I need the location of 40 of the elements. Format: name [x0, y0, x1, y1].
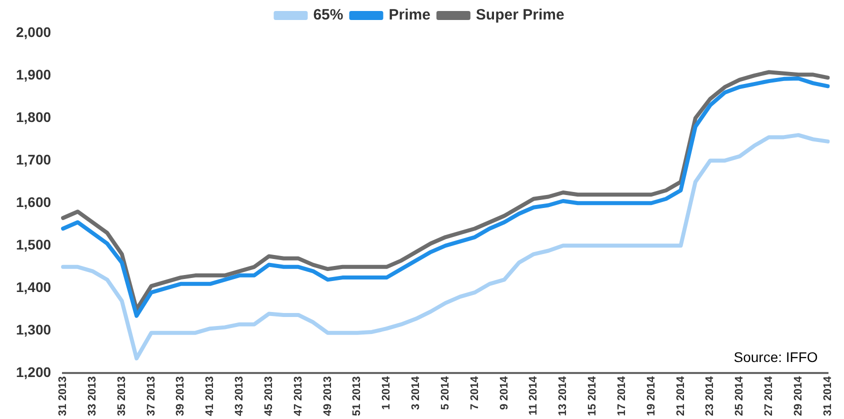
- x-tick-label: 15 2014: [586, 375, 599, 416]
- y-tick-label: 1,300: [16, 322, 52, 338]
- x-tick-label: 47 2013: [292, 376, 304, 416]
- x-tick-label: 49 2013: [322, 376, 334, 416]
- x-tick-label: 51 2013: [351, 376, 364, 416]
- x-tick-label: 9 2014: [498, 375, 510, 410]
- x-tick-label: 31 2013: [57, 376, 70, 416]
- x-tick-label: 3 2014: [410, 375, 422, 410]
- x-tick-label: 35 2013: [116, 376, 128, 416]
- y-tick-label: 1,600: [16, 194, 52, 210]
- x-tick-label: 25 2014: [734, 375, 746, 416]
- x-tick-label: 17 2014: [616, 375, 628, 416]
- x-tick-label: 45 2013: [262, 376, 275, 416]
- y-tick-label: 1,800: [16, 108, 52, 125]
- x-tick-label: 41 2013: [204, 376, 216, 416]
- x-tick-label: 23 2014: [704, 375, 716, 416]
- annotation: Source: IFFO: [734, 349, 818, 366]
- x-tick-label: 31 2014: [822, 375, 834, 416]
- y-tick-label: 1,200: [16, 364, 52, 380]
- y-tick-label: 2,000: [16, 24, 52, 40]
- legend-label: 65%: [313, 6, 344, 24]
- x-tick-label: 5 2014: [439, 375, 452, 410]
- x-tick-label: 1 2014: [380, 375, 393, 410]
- legend-label: Super Prime: [476, 6, 564, 24]
- x-tick-label: 21 2014: [674, 375, 687, 416]
- x-tick-label: 11 2014: [528, 375, 540, 416]
- x-tick-label: 43 2013: [234, 376, 246, 416]
- y-tick-label: 1,400: [16, 279, 52, 296]
- x-tick-label: 39 2013: [174, 376, 187, 416]
- x-tick-label: 33 2013: [86, 376, 98, 416]
- x-tick-label: 27 2014: [763, 375, 776, 416]
- x-tick-label: 19 2014: [645, 375, 658, 416]
- legend-label: Prime: [388, 6, 430, 24]
- x-tick-label: 7 2014: [468, 375, 481, 410]
- y-tick-label: 1,700: [16, 151, 52, 168]
- x-tick-label: 29 2014: [792, 375, 804, 416]
- y-tick-label: 1,500: [16, 236, 52, 253]
- y-tick-label: 1,900: [16, 66, 52, 82]
- x-tick-label: 37 2013: [145, 376, 158, 416]
- x-tick-label: 13 2014: [557, 375, 570, 416]
